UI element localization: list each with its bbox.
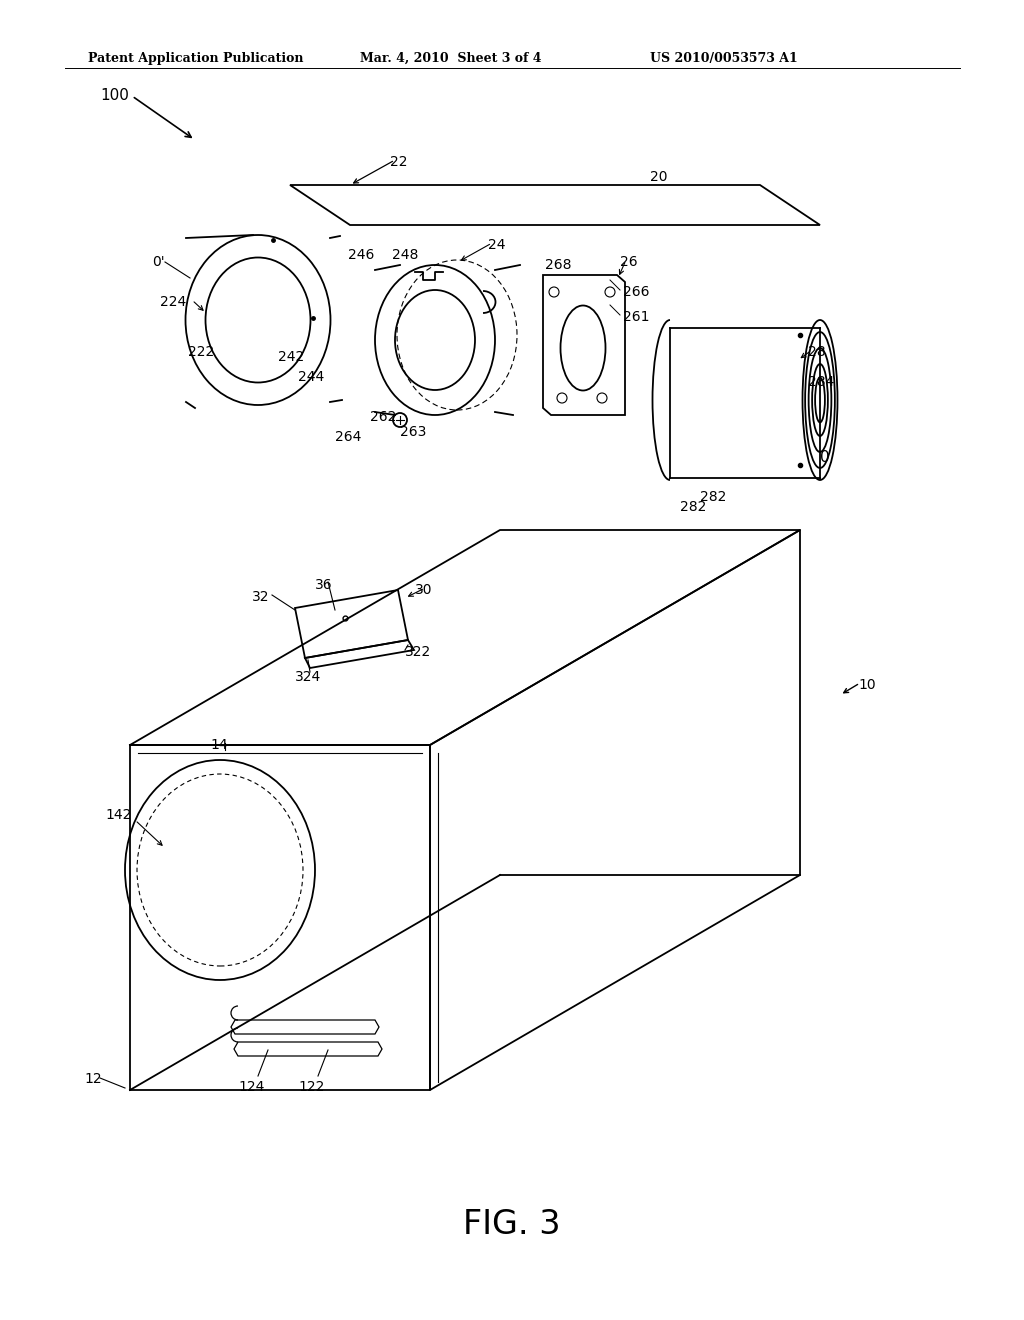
Text: 322: 322 (406, 645, 431, 659)
Text: 100: 100 (100, 88, 129, 103)
Text: 142: 142 (105, 808, 131, 822)
Text: 248: 248 (392, 248, 419, 261)
Text: 282: 282 (680, 500, 707, 513)
Text: 36: 36 (315, 578, 333, 591)
Text: 0: 0 (820, 450, 829, 465)
Text: 222: 222 (188, 345, 214, 359)
Text: 246: 246 (348, 248, 375, 261)
Text: 0': 0' (152, 255, 165, 269)
Text: 242: 242 (278, 350, 304, 364)
Text: 32: 32 (252, 590, 269, 605)
Text: 262: 262 (370, 411, 396, 424)
Text: Mar. 4, 2010  Sheet 3 of 4: Mar. 4, 2010 Sheet 3 of 4 (360, 51, 542, 65)
Text: 20: 20 (650, 170, 668, 183)
Text: 124: 124 (238, 1080, 264, 1094)
Text: 324: 324 (295, 671, 322, 684)
Text: 10: 10 (858, 678, 876, 692)
Text: 30: 30 (415, 583, 432, 597)
Text: US 2010/0053573 A1: US 2010/0053573 A1 (650, 51, 798, 65)
Text: FIG. 3: FIG. 3 (463, 1208, 561, 1241)
Text: 244: 244 (298, 370, 325, 384)
Text: 22: 22 (390, 154, 408, 169)
Text: Patent Application Publication: Patent Application Publication (88, 51, 303, 65)
Text: 268: 268 (545, 257, 571, 272)
Text: 261: 261 (623, 310, 649, 323)
Text: 14: 14 (210, 738, 227, 752)
Text: 24: 24 (488, 238, 506, 252)
Text: 12: 12 (84, 1072, 101, 1086)
Text: 224: 224 (160, 294, 186, 309)
Text: 26: 26 (620, 255, 638, 269)
Text: 263: 263 (400, 425, 426, 440)
Text: 284: 284 (808, 375, 835, 389)
Text: 264: 264 (335, 430, 361, 444)
Text: 122: 122 (298, 1080, 325, 1094)
Text: 28: 28 (808, 345, 825, 359)
Text: 266: 266 (623, 285, 649, 300)
Text: 282: 282 (700, 490, 726, 504)
